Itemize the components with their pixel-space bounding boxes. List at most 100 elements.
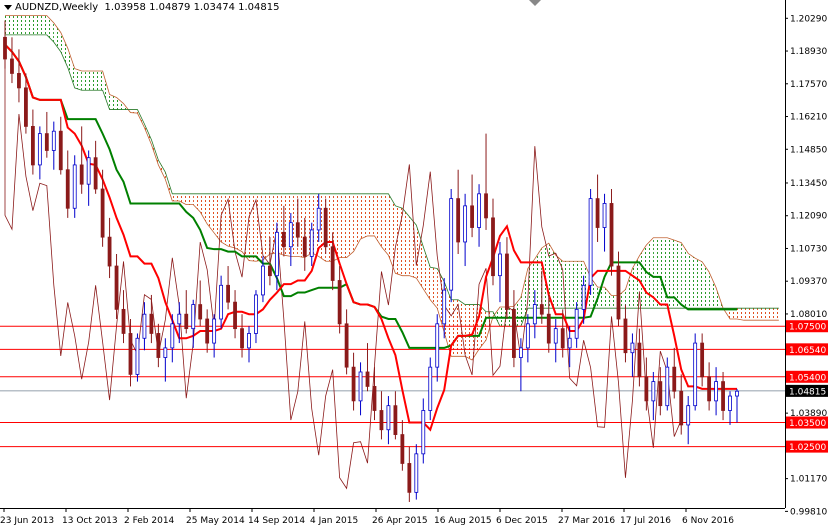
cloud-segment — [11, 15, 19, 35]
y-tick-label: 1.12090 — [790, 212, 827, 222]
candle — [609, 188, 614, 276]
candle — [268, 237, 272, 286]
dropdown-arrow-icon[interactable] — [4, 4, 12, 10]
candle — [428, 357, 433, 421]
cloud-segment — [74, 68, 82, 91]
candle — [518, 338, 523, 392]
cloud-segment — [702, 261, 710, 309]
cloud-segment — [360, 193, 368, 239]
candle — [358, 362, 363, 416]
candle — [623, 304, 628, 363]
cloud-segment — [660, 237, 668, 309]
cloud-segment — [5, 15, 12, 35]
candle — [546, 294, 551, 353]
candle — [72, 155, 77, 218]
candle — [421, 398, 426, 464]
x-tick-label: 26 Apr 2015 — [372, 516, 428, 526]
candle — [728, 391, 732, 425]
candle — [616, 251, 621, 327]
candle — [344, 309, 349, 375]
cloud-segment — [757, 308, 765, 321]
candle — [247, 326, 251, 363]
x-tick-label: 23 Jun 2013 — [0, 516, 54, 526]
candle — [240, 314, 244, 358]
level-price-label: 1.03500 — [786, 416, 828, 429]
cloud-segment — [158, 160, 166, 180]
x-tick-label: 17 Jul 2016 — [620, 516, 671, 526]
candle — [693, 333, 698, 411]
cloud-segment — [737, 308, 744, 321]
candle — [128, 319, 133, 387]
candle — [3, 20, 7, 69]
candle — [337, 266, 342, 334]
candle — [93, 140, 98, 194]
candle — [644, 357, 649, 411]
cloud-segment — [346, 193, 354, 258]
candle — [560, 309, 565, 358]
ohlc-values: 1.03958 1.04879 1.03474 1.04815 — [104, 2, 280, 13]
candle — [442, 278, 447, 339]
cloud-segment — [207, 193, 215, 233]
candle — [456, 169, 461, 254]
cloud-segment — [709, 272, 717, 309]
candle — [735, 388, 739, 423]
candle — [435, 314, 440, 382]
candle — [491, 198, 495, 286]
candle — [10, 37, 14, 84]
y-tick-label: 0.99810 — [790, 507, 827, 517]
cloud-segment — [409, 216, 417, 279]
cloud-segment — [569, 261, 577, 309]
cloud-segment — [116, 97, 124, 110]
candle — [149, 294, 154, 344]
cloud-segment — [193, 193, 201, 212]
cloud-segment — [88, 71, 96, 91]
candle — [532, 290, 537, 339]
y-tick-label: 1.17570 — [790, 80, 827, 90]
x-tick-label: 14 Sep 2014 — [248, 516, 305, 526]
candle — [567, 326, 572, 368]
candle — [288, 213, 293, 267]
candle — [79, 126, 84, 194]
candle — [539, 270, 544, 324]
cloud-segment — [416, 225, 424, 289]
y-tick-label: 1.09370 — [790, 277, 827, 287]
cloud-segment — [764, 308, 772, 321]
candle — [44, 111, 49, 158]
x-tick-label: 13 Oct 2013 — [62, 516, 118, 526]
cloud-segment — [730, 308, 737, 320]
top-marker-icon — [529, 0, 541, 6]
cloud-segment — [249, 193, 256, 262]
x-tick-label: 6 Dec 2015 — [496, 516, 548, 526]
candle — [86, 150, 91, 206]
candle — [65, 150, 70, 218]
cloud-segment — [493, 306, 500, 327]
candle — [24, 73, 28, 134]
cloud-segment — [423, 246, 431, 300]
cloud-segment — [95, 71, 103, 91]
candle — [163, 338, 168, 382]
x-tick-label: 2 Feb 2014 — [124, 516, 175, 526]
candle — [281, 205, 286, 257]
candle — [17, 49, 21, 103]
candle — [156, 323, 161, 368]
x-tick-label: 25 May 2014 — [186, 516, 245, 526]
level-price-label: 1.06540 — [786, 343, 828, 356]
candle — [330, 232, 335, 291]
tenkan-sen — [4, 43, 737, 432]
candle — [135, 333, 140, 382]
cloud-segment — [632, 255, 640, 309]
candle — [30, 109, 35, 175]
senkou-span-a — [5, 15, 779, 361]
x-tick-label: 6 Nov 2016 — [682, 516, 734, 526]
cloud-segment — [639, 244, 647, 309]
candle — [386, 396, 391, 445]
chikou-span — [4, 58, 682, 490]
svg-text:1.03500: 1.03500 — [789, 419, 826, 429]
candle — [588, 188, 593, 295]
candle — [184, 290, 189, 334]
y-tick-label: 1.03890 — [790, 409, 827, 419]
horizontal-levels — [0, 325, 785, 448]
cloud-segment — [130, 109, 138, 114]
cloud-segment — [451, 299, 459, 357]
